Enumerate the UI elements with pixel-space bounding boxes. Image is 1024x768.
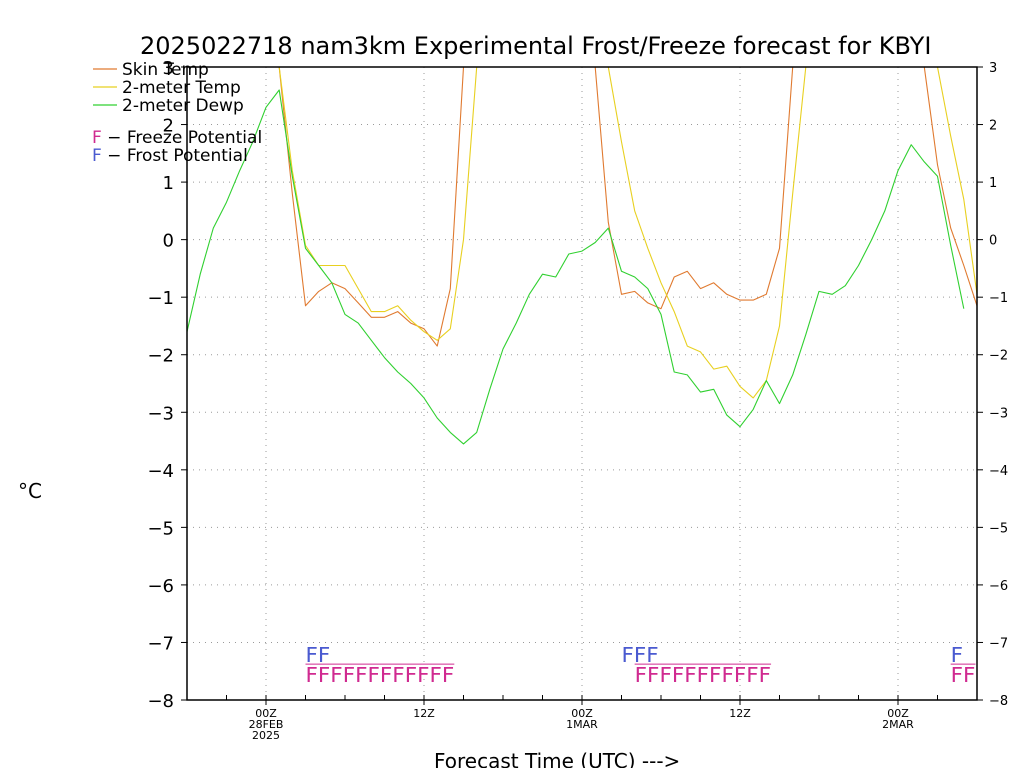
potential-legend-text: − Frost Potential [102,146,248,166]
x-tick-label: 1MAR [566,718,598,731]
x-tick-label: 00Z [887,707,909,720]
potential-legend-letter: F [92,146,102,166]
series-line-2-meter-temp [278,67,977,399]
y-tick-label-left: 3 [163,58,174,79]
y-tick-label-right: −8 [989,694,1008,709]
legend-label: 2-meter Dewp [122,96,244,116]
x-tick-label: 00Z [571,707,593,720]
y-tick-label-left: −1 [147,288,174,309]
x-tick-label: 2MAR [882,718,914,731]
x-tick-label: 12Z [413,707,435,720]
y-tick-label-left: 1 [163,173,174,194]
freeze-potential-marker: FFFFFFFFFFFF [306,663,455,687]
potential-legend-entry: F − Freeze Potential [92,128,262,148]
legend-label: 2-meter Temp [122,78,241,98]
x-tick-label: 00Z [255,707,277,720]
freeze-potential-marker: FF [951,663,976,687]
y-tick-label-right: −4 [989,464,1008,479]
series-line-2-meter-dewp [187,89,965,445]
y-axis-ticks: 3 3 2 2 1 1 0 0 −1 −1 −2 −2 −3 −3 −4 −4 −5 −5 −6 −6 −7 −7 −8 −8 [147,58,1008,712]
potential-legend-letter: F [92,128,102,148]
y-axis-label: °C [18,479,42,503]
potential-legend-text: − Freeze Potential [102,128,262,148]
y-tick-label-right: 1 [989,176,997,191]
x-tick-label: 28FEB [249,718,284,731]
x-tick-label: 2025 [252,729,280,742]
grid-layer [187,67,977,700]
y-tick-label-right: −5 [989,521,1008,536]
y-tick-label-left: −3 [147,403,174,424]
y-tick-label-right: 0 [989,234,997,249]
y-tick-label-right: −2 [989,349,1008,364]
y-tick-label-right: 2 [989,119,997,134]
frost-potential-marker: FF [306,643,331,667]
legend-label: Skin Temp [122,60,209,80]
y-tick-label-left: −2 [147,346,174,367]
y-tick-label-left: −5 [147,518,174,539]
y-tick-label-left: 2 [163,116,174,137]
y-tick-label-right: −6 [989,579,1008,594]
y-tick-label-right: −7 [989,636,1008,651]
y-tick-label-right: −3 [989,406,1008,421]
y-tick-label-left: −8 [147,691,174,712]
frost-potential-marker: F [951,643,963,667]
y-tick-label-right: 3 [989,61,997,76]
freeze-potential-marker: FFFFFFFFFFF [635,663,771,687]
potential-legend-entry: F − Frost Potential [92,146,248,166]
y-tick-label-left: −6 [147,576,174,597]
chart-title: 2025022718 nam3km Experimental Frost/Fre… [140,32,931,60]
y-tick-label-left: −4 [147,461,174,482]
y-tick-label-right: −1 [989,291,1008,306]
frost-potential-marker: FFF [622,643,659,667]
x-tick-label: 12Z [729,707,751,720]
series-line-skin-temp [278,67,977,347]
plot-frame [186,66,978,701]
y-tick-label-left: 0 [163,231,174,252]
x-axis-label: Forecast Time (UTC) ---> [434,749,680,768]
y-tick-label-left: −7 [147,633,174,654]
series-layer [187,67,977,445]
